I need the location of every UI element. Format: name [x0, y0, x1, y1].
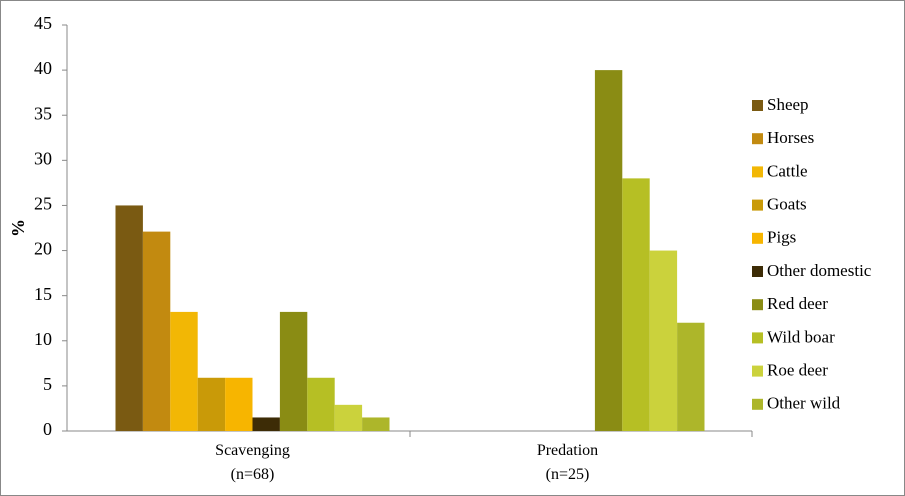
legend-label: Cattle: [767, 161, 808, 180]
legend-label: Other wild: [767, 394, 841, 413]
legend-swatch: [752, 232, 763, 244]
legend-swatch: [752, 199, 763, 211]
legend-label: Roe deer: [767, 361, 828, 380]
legend-swatch: [752, 133, 763, 145]
bar: [197, 377, 226, 431]
x-tick-label: Scavenging (n=68): [215, 442, 290, 483]
legend-swatch: [752, 166, 763, 178]
bar: [279, 311, 308, 431]
x-tick-label: Predation (n=25): [537, 442, 598, 483]
y-tick-label: 30: [34, 148, 52, 168]
bar: [362, 417, 390, 431]
legend-swatch: [752, 299, 763, 311]
y-tick-label: 35: [34, 103, 52, 123]
legend-label: Pigs: [767, 228, 796, 247]
legend-swatch: [752, 266, 763, 277]
legend-swatch: [752, 398, 763, 410]
y-axis-label: %: [8, 219, 28, 237]
y-tick-label: 40: [34, 58, 52, 78]
y-tick-label: 25: [34, 194, 52, 214]
legend-label: Red deer: [767, 294, 828, 313]
legend-swatch: [752, 332, 763, 344]
bar: [170, 311, 198, 431]
y-tick-label: 20: [34, 239, 52, 259]
bar: [622, 178, 650, 431]
legend-swatch: [752, 100, 763, 111]
bar: [115, 205, 143, 431]
y-tick-label: 0: [43, 419, 52, 439]
y-tick-label: 10: [34, 329, 52, 349]
bar: [334, 404, 363, 431]
bar: [649, 250, 678, 431]
legend-label: Wild boar: [767, 327, 835, 346]
bar: [225, 377, 253, 431]
bar: [142, 231, 171, 431]
y-tick-label: 5: [43, 374, 52, 394]
y-tick-label: 15: [34, 284, 52, 304]
bar: [252, 417, 280, 431]
legend-swatch: [752, 365, 763, 377]
bar: [307, 377, 335, 431]
bar: [594, 70, 623, 431]
y-tick-label: 45: [34, 13, 52, 33]
legend-label: Other domestic: [767, 261, 872, 280]
bar: [677, 322, 705, 431]
legend-label: Goats: [767, 195, 807, 214]
legend-label: Horses: [767, 128, 814, 147]
legend-label: Sheep: [767, 95, 809, 114]
